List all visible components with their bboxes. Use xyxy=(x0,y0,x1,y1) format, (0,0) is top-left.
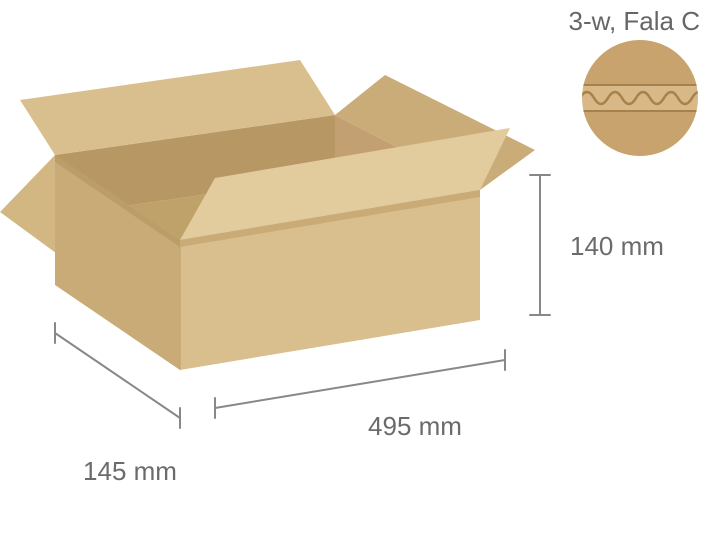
dim-depth-label: 145 mm xyxy=(83,456,177,486)
box-dimension-diagram: 145 mm 495 mm 140 mm 3-w, Fala C xyxy=(0,0,720,546)
dim-height xyxy=(530,175,550,315)
cardboard-box xyxy=(0,60,535,370)
dim-height-label: 140 mm xyxy=(570,231,664,261)
dim-width-label: 495 mm xyxy=(368,411,462,441)
cardboard-type-label: 3-w, Fala C xyxy=(569,6,701,36)
dim-width xyxy=(215,350,505,418)
cardboard-swatch xyxy=(580,38,706,158)
